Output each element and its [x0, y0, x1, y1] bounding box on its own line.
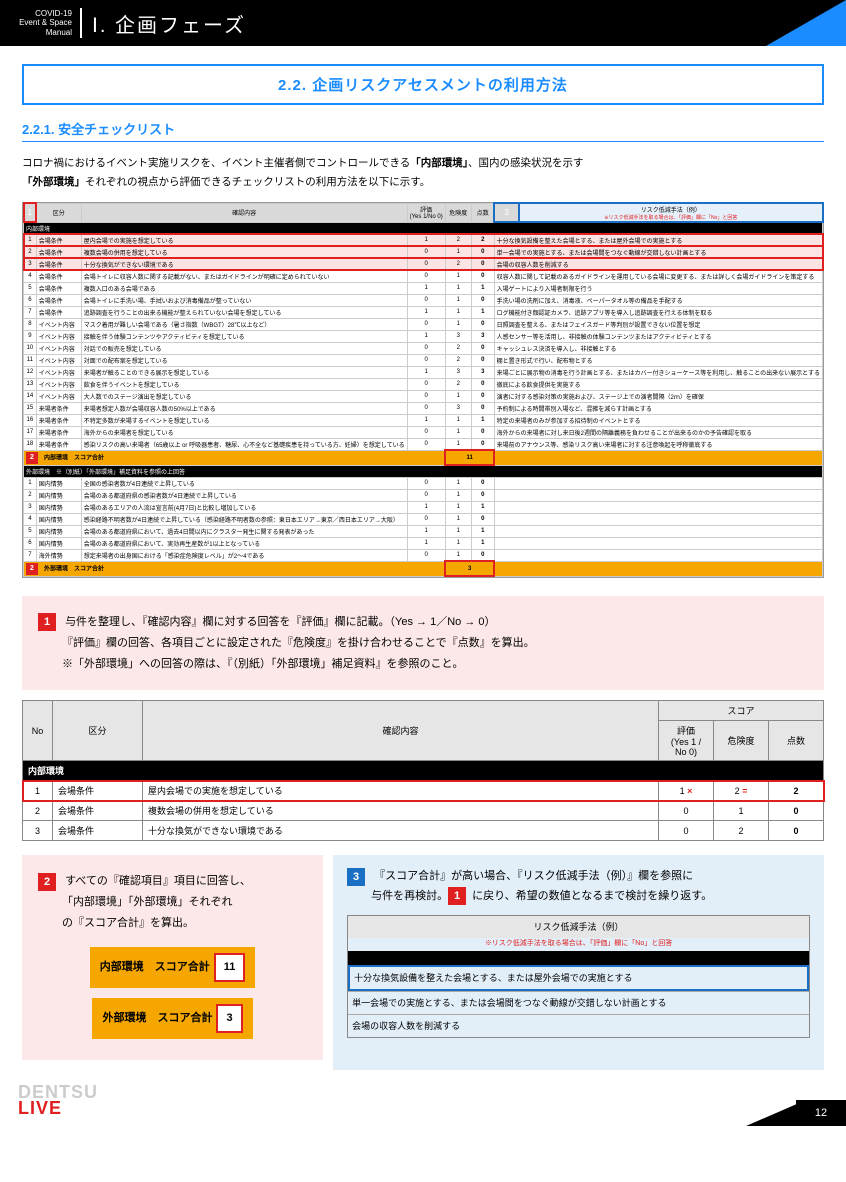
step-3-box: 3 『スコア合計』が高い場合、『リスク低減手法（例）』欄を参照に 与件を再検討。… — [333, 855, 824, 1069]
section-external: 外部環境 ※（別紙）「外部環境」補足資料を参照の上回答 — [24, 465, 823, 477]
st-no: No — [23, 701, 53, 761]
th-pts: 点数 — [471, 203, 494, 222]
badge-2: 2 — [38, 873, 56, 891]
page-footer: DENTSULIVE 12 — [0, 1080, 846, 1126]
st-cat: 区分 — [53, 701, 143, 761]
sample-section: 内部環境 — [23, 761, 824, 781]
badge-1: 1 — [38, 613, 56, 631]
total-external: 2外部環境 スコア合計 — [24, 561, 446, 576]
step-1-line-2: 『評価』欄の回答、各項目ごとに設定された『危険度』を掛け合わせることで『点数』を… — [62, 637, 535, 649]
step-1-box: 1 与件を整理し、『確認内容』欄に対する回答を『評価』欄に記載。（Yes → 1… — [22, 596, 824, 691]
logo: DENTSULIVE — [18, 1084, 98, 1116]
th-reduce: リスク低減手法（例）※リスク低減手法を取る場合は、「評価」欄に「No」と回答 — [519, 203, 822, 222]
th-content: 確認内容 — [81, 203, 407, 222]
step-1-line-1: 与件を整理し、『確認内容』欄に対する回答を『評価』欄に記載。（Yes → 1／N… — [65, 616, 495, 628]
risk-reduce-table: リスク低減手法（例） ※リスク低減手法を取る場合は、「評価」欄に「No」と回答 … — [347, 915, 810, 1038]
marker-3: 3 — [494, 203, 519, 222]
step-1-line-3: ※「外部環境」への回答の際は、『（別紙）「外部環境」補足資料』を参照のこと。 — [62, 658, 464, 670]
step-2-box: 2 すべての『確認項目』項目に回答し、 「内部環境」「外部環境」それぞれ の『ス… — [22, 855, 323, 1059]
external-score-btn: 外部環境 スコア合計3 — [92, 998, 252, 1039]
phase-title: Ⅰ. 企画フェーズ — [92, 9, 246, 38]
marker-1: 1 — [24, 203, 37, 222]
section-title: 2.2. 企画リスクアセスメントの利用方法 — [22, 64, 824, 105]
st-content: 確認内容 — [143, 701, 659, 761]
st-risklvl: 危険度 — [714, 721, 769, 761]
sample-table: No 区分 確認内容 スコア 評価(Yes 1 / No 0) 危険度 点数 内… — [22, 700, 824, 841]
st-score: スコア — [659, 701, 824, 721]
internal-score-btn: 内部環境 スコア合計11 — [90, 947, 256, 988]
page-number: 12 — [796, 1100, 846, 1126]
intro-text: コロナ禍におけるイベント実施リスクを、イベント主催者側でコントロールできる「内部… — [22, 154, 824, 192]
divider — [80, 8, 82, 38]
subsection-title: 2.2.1. 安全チェックリスト — [22, 119, 824, 142]
section-internal: 内部環境 — [24, 222, 823, 234]
page-header: COVID-19Event & SpaceManual Ⅰ. 企画フェーズ — [0, 0, 846, 46]
checklist-overview: 1 区分 確認内容 評価(Yes 1/No 0) 危険度 点数 3 リスク低減手… — [22, 202, 824, 578]
th-eval: 評価(Yes 1/No 0) — [407, 203, 445, 222]
accent — [766, 0, 846, 46]
total-internal: 2内部環境 スコア合計 — [24, 450, 446, 465]
st-pts: 点数 — [769, 721, 824, 761]
th-risk: 危険度 — [445, 203, 471, 222]
badge-3: 3 — [347, 868, 365, 886]
st-eval: 評価(Yes 1 / No 0) — [659, 721, 714, 761]
th-cat: 区分 — [36, 203, 81, 222]
manual-label: COVID-19Event & SpaceManual — [0, 9, 80, 38]
